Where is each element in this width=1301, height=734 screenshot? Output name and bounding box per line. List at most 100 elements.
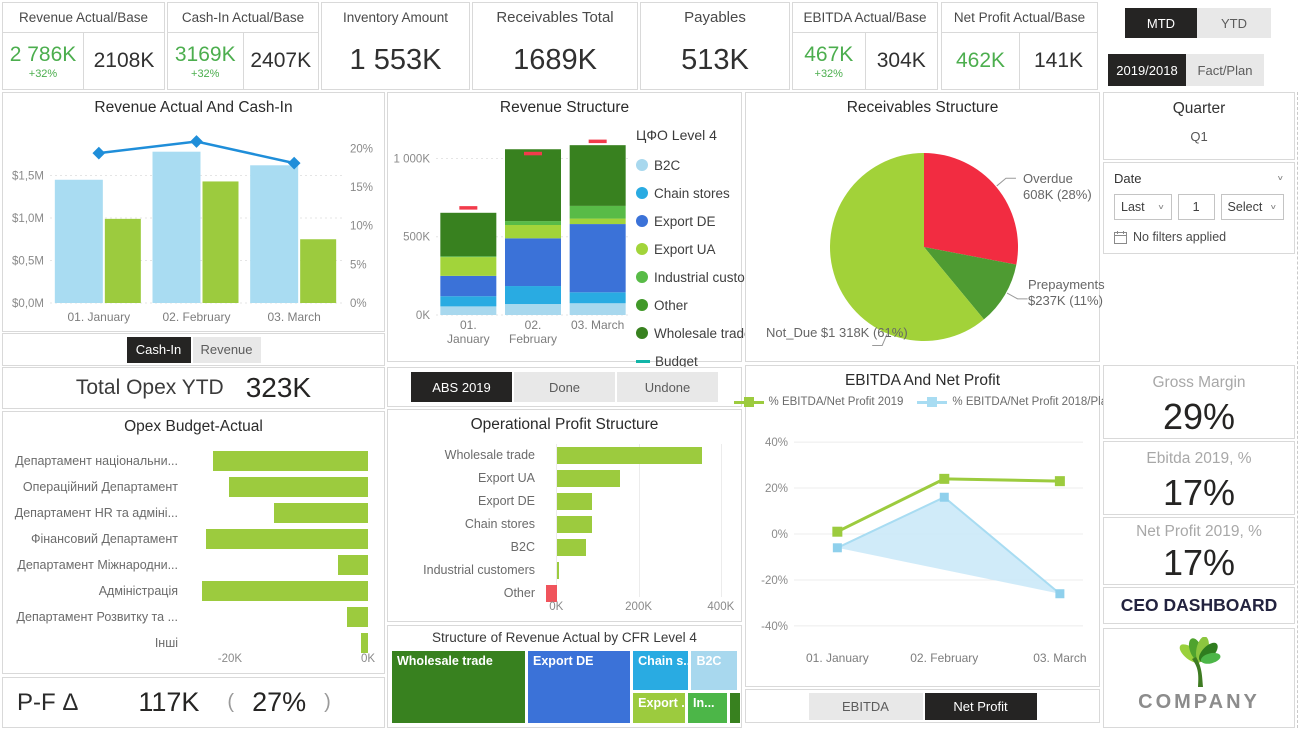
legend-item[interactable]: Budget xyxy=(636,347,756,375)
receivables-pie-chart[interactable] xyxy=(746,119,1101,363)
opprofit-bar[interactable] xyxy=(556,492,593,510)
opex-bar[interactable] xyxy=(213,450,368,471)
ytd-button[interactable]: YTD xyxy=(1197,8,1271,38)
opprofit-bar[interactable] xyxy=(556,538,586,556)
budget-marker xyxy=(588,139,607,144)
factplan-button[interactable]: Fact/Plan xyxy=(1186,54,1264,86)
mtd-button[interactable]: MTD xyxy=(1125,8,1197,38)
netprofit-button[interactable]: Net Profit xyxy=(924,692,1037,720)
opprofit-row: Export UA xyxy=(394,467,731,489)
opex-bar[interactable] xyxy=(361,632,368,653)
opex-bar[interactable] xyxy=(274,502,368,523)
opex-bar[interactable] xyxy=(206,528,368,549)
svg-text:20%: 20% xyxy=(350,143,373,155)
abs-2019-button[interactable]: ABS 2019 xyxy=(411,372,512,402)
treemap-tile[interactable]: Chain s... xyxy=(632,650,690,692)
stack-segment xyxy=(505,238,561,287)
legend-item[interactable]: Export UA xyxy=(636,235,756,263)
legend-item[interactable]: B2C xyxy=(636,151,756,179)
cashin-button[interactable]: Cash-In xyxy=(126,336,191,363)
ebitda-netprofit-panel: EBITDA And Net Profit % EBITDA/Net Profi… xyxy=(733,365,1113,687)
date-slicer-label: Date xyxy=(1114,171,1142,186)
opex-bar-track xyxy=(187,450,374,471)
treemap-tile[interactable]: Export DE xyxy=(527,650,632,724)
legend-item[interactable]: Export DE xyxy=(636,207,756,235)
opex-bar-track xyxy=(187,632,374,653)
legend-item[interactable]: % EBITDA/Net Profit 2018/Plan xyxy=(917,396,1113,408)
kpi-title: Cash-In Actual/Base xyxy=(168,3,318,33)
undone-button[interactable]: Undone xyxy=(617,372,718,402)
opex-category-label: Фінансовий Департамент xyxy=(31,531,178,546)
revenue-cashin-chart[interactable]: $0,0M $0,5M $1,0M $1,5M 0% 5% 10% 15% 20% 01. Jan… xyxy=(6,121,383,327)
opex-bar[interactable] xyxy=(346,606,368,627)
opex-bar[interactable] xyxy=(338,554,368,575)
ebitda-button[interactable]: EBITDA xyxy=(808,692,923,720)
yoy-button[interactable]: 2019/2018 xyxy=(1108,54,1186,86)
kpi-value: 513K xyxy=(681,43,749,76)
cashin-bar xyxy=(250,165,299,303)
treemap-tile[interactable]: In... xyxy=(686,691,728,724)
range-type-select[interactable]: Last ∨ xyxy=(1114,194,1172,220)
done-button[interactable]: Done xyxy=(514,372,615,402)
legend-item[interactable]: % EBITDA/Net Profit 2019 xyxy=(733,396,903,408)
kpi-title: EBITDA Actual/Base xyxy=(793,3,937,33)
total-opex-label: Total Opex YTD xyxy=(75,376,224,399)
stack-segment xyxy=(569,145,626,206)
kpi-card-inventory: Inventory Amount 1 553K xyxy=(321,2,470,90)
opprofit-bar[interactable] xyxy=(556,561,559,579)
opex-row: Інші xyxy=(9,630,374,655)
legend-item[interactable]: Other xyxy=(636,291,756,319)
stack-segment xyxy=(440,275,497,297)
kpi-value: 1 553K xyxy=(349,43,442,76)
stack-segment xyxy=(505,225,561,239)
kpi-card-payables: Payables 513K xyxy=(640,2,790,90)
opex-budget-actual-chart[interactable]: Департамент національни... Операційний Де… xyxy=(9,448,375,665)
svg-text:1 000K: 1 000K xyxy=(394,153,431,165)
chevron-down-icon: ∨ xyxy=(1157,203,1165,211)
revenue-bar xyxy=(300,239,337,303)
svg-text:03. March: 03. March xyxy=(571,318,624,332)
ebitda-netprofit-chart[interactable]: 40% 20% 0% -20% -40% 01. January 02. February 0… xyxy=(750,418,1097,668)
treemap-tile[interactable]: Export ... xyxy=(632,691,686,724)
opex-row: Департамент Розвитку та ... xyxy=(9,604,374,629)
legend-dot-icon xyxy=(636,159,648,171)
opprofit-bar[interactable] xyxy=(546,584,557,602)
kpi-base-value: 2407K xyxy=(250,49,312,72)
treemap-tile[interactable] xyxy=(728,691,741,724)
opex-bar[interactable] xyxy=(202,580,368,601)
opprofit-bar[interactable] xyxy=(556,469,620,487)
opprofit-row: Industrial customers xyxy=(394,559,731,581)
range-unit-select[interactable]: Select ∨ xyxy=(1220,194,1284,220)
operational-profit-chart[interactable]: Wholesale trade Export UA Export DE Chain s… xyxy=(394,444,734,613)
opex-bar[interactable] xyxy=(229,476,368,497)
chevron-down-icon: ∨ xyxy=(1269,203,1277,211)
svg-text:01. January: 01. January xyxy=(806,651,869,665)
opex-row: Операційний Департамент xyxy=(9,474,374,499)
opex-x-axis: -20K 0K xyxy=(187,653,375,669)
quarter-value[interactable]: Q1 xyxy=(1190,129,1208,144)
total-opex-card: Total Opex YTD 323K xyxy=(2,367,385,409)
revenue-button[interactable]: Revenue xyxy=(192,336,261,363)
opex-bar-track xyxy=(187,554,374,575)
revenue-bar xyxy=(202,181,239,303)
opex-row: Департамент національни... xyxy=(9,448,374,473)
revenue-treemap[interactable]: Wholesale trade Export DE Chain s... B2C Exp… xyxy=(391,650,741,724)
svg-text:02.February: 02. February xyxy=(509,318,557,346)
legend-item[interactable]: Chain stores xyxy=(636,179,756,207)
legend-item[interactable]: Wholesale trade xyxy=(636,319,756,347)
opprofit-bar-track xyxy=(544,492,731,510)
opprofit-bar[interactable] xyxy=(556,515,593,533)
opprofit-bar[interactable] xyxy=(556,446,702,464)
treemap-tile[interactable]: Wholesale trade xyxy=(391,650,527,724)
quarter-title: Quarter xyxy=(1172,100,1226,117)
treemap-tile[interactable]: B2C xyxy=(690,650,738,692)
range-value-input[interactable]: 1 xyxy=(1177,194,1215,220)
revenue-structure-legend: ЦФО Level 4 B2C Chain stores Export DE Expo… xyxy=(636,127,756,375)
card-value: 17% xyxy=(1162,472,1236,513)
gridline xyxy=(638,444,640,597)
opex-category-label: Департамент Міжнародни... xyxy=(17,557,178,572)
operational-profit-panel: Operational Profit Structure Wholesale t… xyxy=(387,409,742,622)
legend-item[interactable]: Industrial custo... xyxy=(636,263,756,291)
chevron-down-icon[interactable]: ∨ xyxy=(1276,174,1284,183)
revenue-structure-chart[interactable]: 0K 500K 1 000K 01. January 02. February 03. Mar… xyxy=(390,119,636,359)
